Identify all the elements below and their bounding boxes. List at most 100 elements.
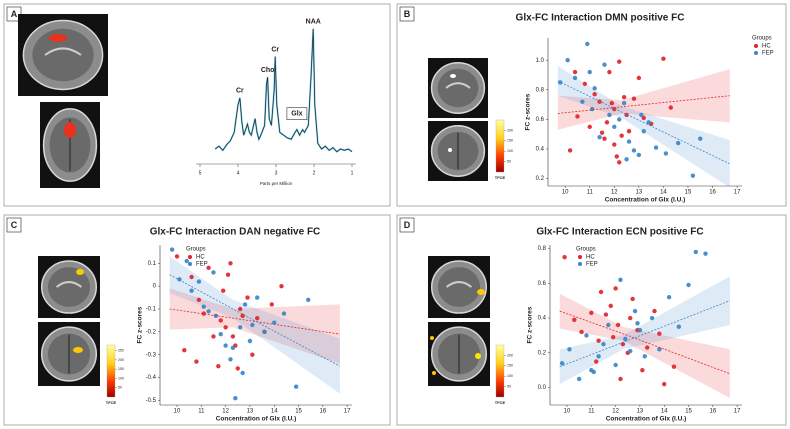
data-point bbox=[228, 357, 233, 362]
legend-label: HC bbox=[586, 255, 595, 261]
data-point bbox=[596, 338, 601, 343]
x-tick-label: 16 bbox=[319, 409, 326, 415]
colorbar-tick-label: 150 bbox=[118, 367, 124, 371]
x-axis-label: Concentration of Glx (I.U.) bbox=[606, 416, 687, 423]
y-tick-label: 0.6 bbox=[538, 281, 547, 287]
data-point bbox=[607, 112, 612, 118]
data-point bbox=[235, 366, 240, 371]
data-point bbox=[238, 306, 243, 312]
x-tick-label: 10 bbox=[562, 190, 569, 196]
data-point bbox=[250, 352, 255, 357]
data-point bbox=[177, 277, 182, 282]
corpus-callosum bbox=[445, 281, 473, 288]
data-point bbox=[230, 345, 236, 351]
data-point bbox=[613, 286, 618, 291]
y-axis-label: FC z-scores bbox=[525, 93, 532, 130]
data-point bbox=[228, 261, 233, 266]
data-point bbox=[693, 249, 699, 255]
legend-marker bbox=[188, 255, 192, 259]
brain-matter bbox=[47, 267, 91, 307]
data-point bbox=[262, 329, 267, 335]
data-point bbox=[618, 376, 623, 382]
data-point bbox=[603, 312, 609, 317]
data-point bbox=[238, 325, 243, 330]
data-point bbox=[610, 334, 616, 340]
confidence-band bbox=[557, 66, 730, 188]
data-point bbox=[242, 302, 248, 307]
regression-line bbox=[559, 300, 730, 368]
data-point bbox=[240, 313, 245, 319]
data-point bbox=[240, 370, 245, 376]
data-point bbox=[575, 114, 580, 119]
data-point bbox=[223, 325, 228, 330]
data-point bbox=[576, 376, 582, 382]
brain-matter bbox=[437, 68, 479, 108]
data-point bbox=[663, 151, 669, 156]
data-point bbox=[206, 265, 211, 271]
y-axis-label: FC z-scores bbox=[137, 306, 144, 343]
legend-title: Groups bbox=[752, 36, 772, 42]
x-tick-label: 14 bbox=[271, 409, 278, 415]
activation-spot bbox=[430, 336, 434, 340]
data-point bbox=[626, 139, 632, 144]
x-tick-label: 10 bbox=[174, 409, 181, 415]
data-point bbox=[211, 270, 216, 275]
data-point bbox=[559, 361, 565, 366]
panel-letter: A bbox=[11, 9, 18, 19]
activation-spot bbox=[73, 347, 83, 353]
data-point bbox=[218, 318, 223, 323]
data-point bbox=[666, 294, 672, 300]
data-point bbox=[653, 145, 659, 150]
data-point bbox=[169, 247, 175, 252]
legend-title: Groups bbox=[186, 247, 206, 253]
colorbar-label: TFCE bbox=[106, 400, 117, 405]
data-point bbox=[640, 368, 645, 373]
peak-label: NAA bbox=[306, 19, 321, 26]
data-point bbox=[269, 302, 274, 307]
y-tick-label: -0.1 bbox=[146, 307, 157, 313]
y-tick-label: 0.6 bbox=[536, 117, 545, 123]
colorbar-tick-label: 100 bbox=[507, 149, 513, 153]
data-point bbox=[584, 333, 589, 338]
panel-letter-box bbox=[399, 217, 415, 233]
y-tick-label: 0.4 bbox=[536, 147, 545, 153]
x-tick-label: 15 bbox=[685, 409, 692, 415]
data-point bbox=[635, 321, 640, 326]
data-point bbox=[686, 282, 691, 288]
legend-marker bbox=[578, 262, 582, 266]
colorbar-tick-label: 150 bbox=[507, 139, 513, 143]
colorbar-label: TFCE bbox=[495, 175, 506, 180]
brain-matter bbox=[32, 28, 94, 82]
panel-letter: B bbox=[404, 9, 411, 19]
data-point bbox=[592, 86, 597, 91]
data-point bbox=[621, 95, 627, 100]
data-point bbox=[645, 345, 650, 350]
x-axis-label: Parts per Million bbox=[260, 181, 293, 186]
chart-title: Glx-FC Interaction DAN negative FC bbox=[150, 227, 321, 238]
data-point bbox=[657, 347, 662, 352]
data-point bbox=[255, 295, 260, 300]
regression-line bbox=[559, 310, 730, 375]
x-tick-label: 3 bbox=[275, 170, 278, 176]
brain-matter bbox=[437, 267, 481, 307]
x-tick-label: 2 bbox=[313, 170, 316, 176]
x-tick-label: 13 bbox=[636, 190, 643, 196]
legend-marker bbox=[578, 255, 582, 259]
legend-label: FEP bbox=[196, 262, 208, 268]
confidence-band bbox=[169, 288, 340, 364]
data-point bbox=[631, 96, 637, 101]
data-point bbox=[671, 364, 677, 369]
x-tick-label: 12 bbox=[612, 409, 619, 415]
data-point bbox=[639, 112, 644, 118]
data-point bbox=[690, 173, 696, 178]
y-tick-label: -0.4 bbox=[146, 375, 157, 381]
x-tick-label: 5 bbox=[199, 170, 202, 176]
data-point bbox=[206, 309, 211, 314]
regression-line bbox=[557, 80, 730, 165]
data-point bbox=[572, 69, 578, 75]
activation-spot bbox=[477, 289, 485, 295]
data-point bbox=[642, 354, 647, 359]
y-tick-label: 0.0 bbox=[538, 385, 547, 391]
panel-letter-box bbox=[6, 217, 22, 233]
